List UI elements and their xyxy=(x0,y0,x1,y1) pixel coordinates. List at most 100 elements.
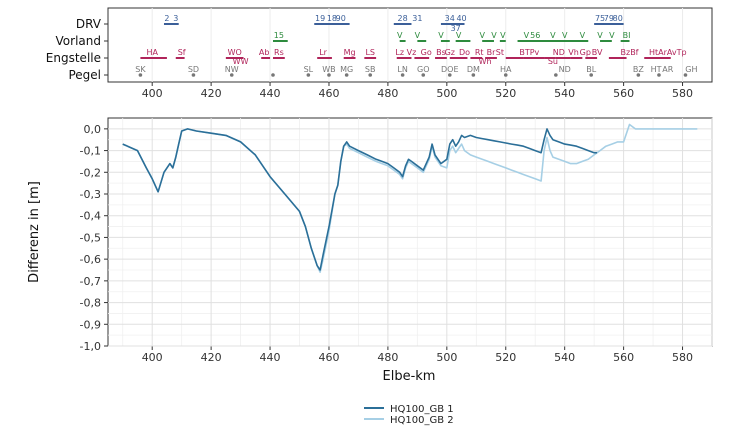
track-frame xyxy=(107,7,713,83)
track-label: Rs xyxy=(274,48,284,57)
gauge-marker xyxy=(327,73,331,77)
gauge-marker xyxy=(191,73,196,77)
x-tick-label: 460 xyxy=(318,351,339,364)
track-label: HT xyxy=(651,65,662,74)
track-label: 15 xyxy=(274,31,284,40)
track-label: Ab xyxy=(259,48,270,57)
track-label: HA xyxy=(146,48,158,57)
gauge-marker xyxy=(271,73,275,77)
track-x-tick-label: 400 xyxy=(142,87,163,100)
gauge-marker xyxy=(229,73,234,77)
track-label: LN xyxy=(397,65,407,74)
track-label: WO xyxy=(228,48,242,57)
track-label: BV xyxy=(592,48,603,57)
track-label: GH xyxy=(685,65,697,74)
x-tick-label: 540 xyxy=(554,351,575,364)
track-label: Gz xyxy=(445,48,455,57)
gauge-marker xyxy=(683,73,688,77)
track-label: AR xyxy=(662,65,673,74)
track-label: Br xyxy=(487,48,496,57)
track-label: WW xyxy=(233,57,249,66)
track-label: 31 xyxy=(412,14,422,23)
track-label: 34 xyxy=(445,14,455,23)
track-label: Rt xyxy=(475,48,484,57)
track-label: HA xyxy=(500,65,512,74)
track-label: Gp xyxy=(580,48,591,57)
track-x-tick-label: 440 xyxy=(260,87,281,100)
track-panel: 400 420 440 460 480 500 520 540 560 580 DRV 2 3 19 189… xyxy=(46,7,713,100)
y-tick-label: -0,2 xyxy=(80,166,101,179)
track-label: BzBf xyxy=(621,48,639,57)
track-x-tick-label: 540 xyxy=(554,87,575,100)
track-label: BZ xyxy=(633,65,644,74)
track-label: V xyxy=(456,31,462,40)
y-tick-label: 0,0 xyxy=(84,123,102,136)
track-label: BTPv xyxy=(519,48,539,57)
track-label: Lr xyxy=(319,48,327,57)
track-x-tick-label: 580 xyxy=(672,87,693,100)
y-tick-label: -1,0 xyxy=(80,340,101,353)
x-tick-label: 500 xyxy=(436,351,457,364)
track-label: GO xyxy=(417,65,430,74)
track-label: V xyxy=(609,31,615,40)
gauge-marker xyxy=(344,73,349,77)
x-tick-label: 520 xyxy=(495,351,516,364)
y-tick-label: -0,6 xyxy=(80,253,101,266)
track-label: SB xyxy=(365,65,376,74)
y-tick-label: -0,3 xyxy=(80,188,101,201)
track-label: Mg xyxy=(344,48,356,57)
track-label: 40 xyxy=(456,14,466,23)
track-label: 79 xyxy=(604,14,614,23)
x-tick-label: 440 xyxy=(260,351,281,364)
x-axis-label: Elbe-km xyxy=(383,369,436,384)
x-tick-label: 580 xyxy=(672,351,693,364)
track-label: 28 xyxy=(398,14,408,23)
plot-frame xyxy=(107,117,713,347)
gauge-marker xyxy=(589,73,593,77)
y-tick-label: -0,8 xyxy=(80,297,101,310)
gauge-marker xyxy=(306,73,311,77)
track-label: St xyxy=(496,48,504,57)
gauge-marker xyxy=(447,73,452,77)
track-label: V xyxy=(597,31,603,40)
difference-panel: 400 420 440 460 480 500 520 540 560 580 0,0 -0,1 -0,… xyxy=(80,117,713,364)
track-label: Vh xyxy=(568,48,579,57)
track-label: ND xyxy=(553,48,565,57)
track-label: V xyxy=(562,31,568,40)
track-x-tick-label: 460 xyxy=(318,87,339,100)
gauge-marker xyxy=(400,73,405,77)
x-tick-label: 480 xyxy=(377,351,398,364)
track-label: V xyxy=(491,31,497,40)
gauge-marker xyxy=(471,73,476,77)
gauge-marker xyxy=(138,73,143,77)
track-label: 80 xyxy=(613,14,623,23)
track-label: HtArAvTp xyxy=(649,48,687,57)
track-label: Wh xyxy=(479,57,492,66)
legend-label: HQ100_GB 2 xyxy=(390,415,454,426)
track-label: SD xyxy=(188,65,199,74)
track-x-tick-label: 420 xyxy=(201,87,222,100)
track-label: 3 xyxy=(173,14,178,23)
track-label: Vz xyxy=(407,48,417,57)
track-label: BI xyxy=(623,31,631,40)
y-tick-label: -0,5 xyxy=(80,231,101,244)
track-label: SL xyxy=(304,65,314,74)
x-tick-label: 560 xyxy=(613,351,634,364)
track-label: 19 xyxy=(315,14,325,23)
y-tick-label: -0,9 xyxy=(80,318,101,331)
track-label: ND xyxy=(559,65,571,74)
track-x-tick-label: 520 xyxy=(495,87,516,100)
track-label: BL xyxy=(586,65,596,74)
x-tick-label: 400 xyxy=(142,351,163,364)
track-label: NW xyxy=(225,65,239,74)
track-label: LS xyxy=(365,48,375,57)
track-label: V xyxy=(479,31,485,40)
track-label: V xyxy=(580,31,586,40)
x-tick-label: 420 xyxy=(201,351,222,364)
track-label: V xyxy=(438,31,444,40)
track-label: 90 xyxy=(336,14,346,23)
track-label: WB xyxy=(322,65,335,74)
track-label: 37 xyxy=(451,24,461,33)
gauge-marker xyxy=(503,73,508,77)
